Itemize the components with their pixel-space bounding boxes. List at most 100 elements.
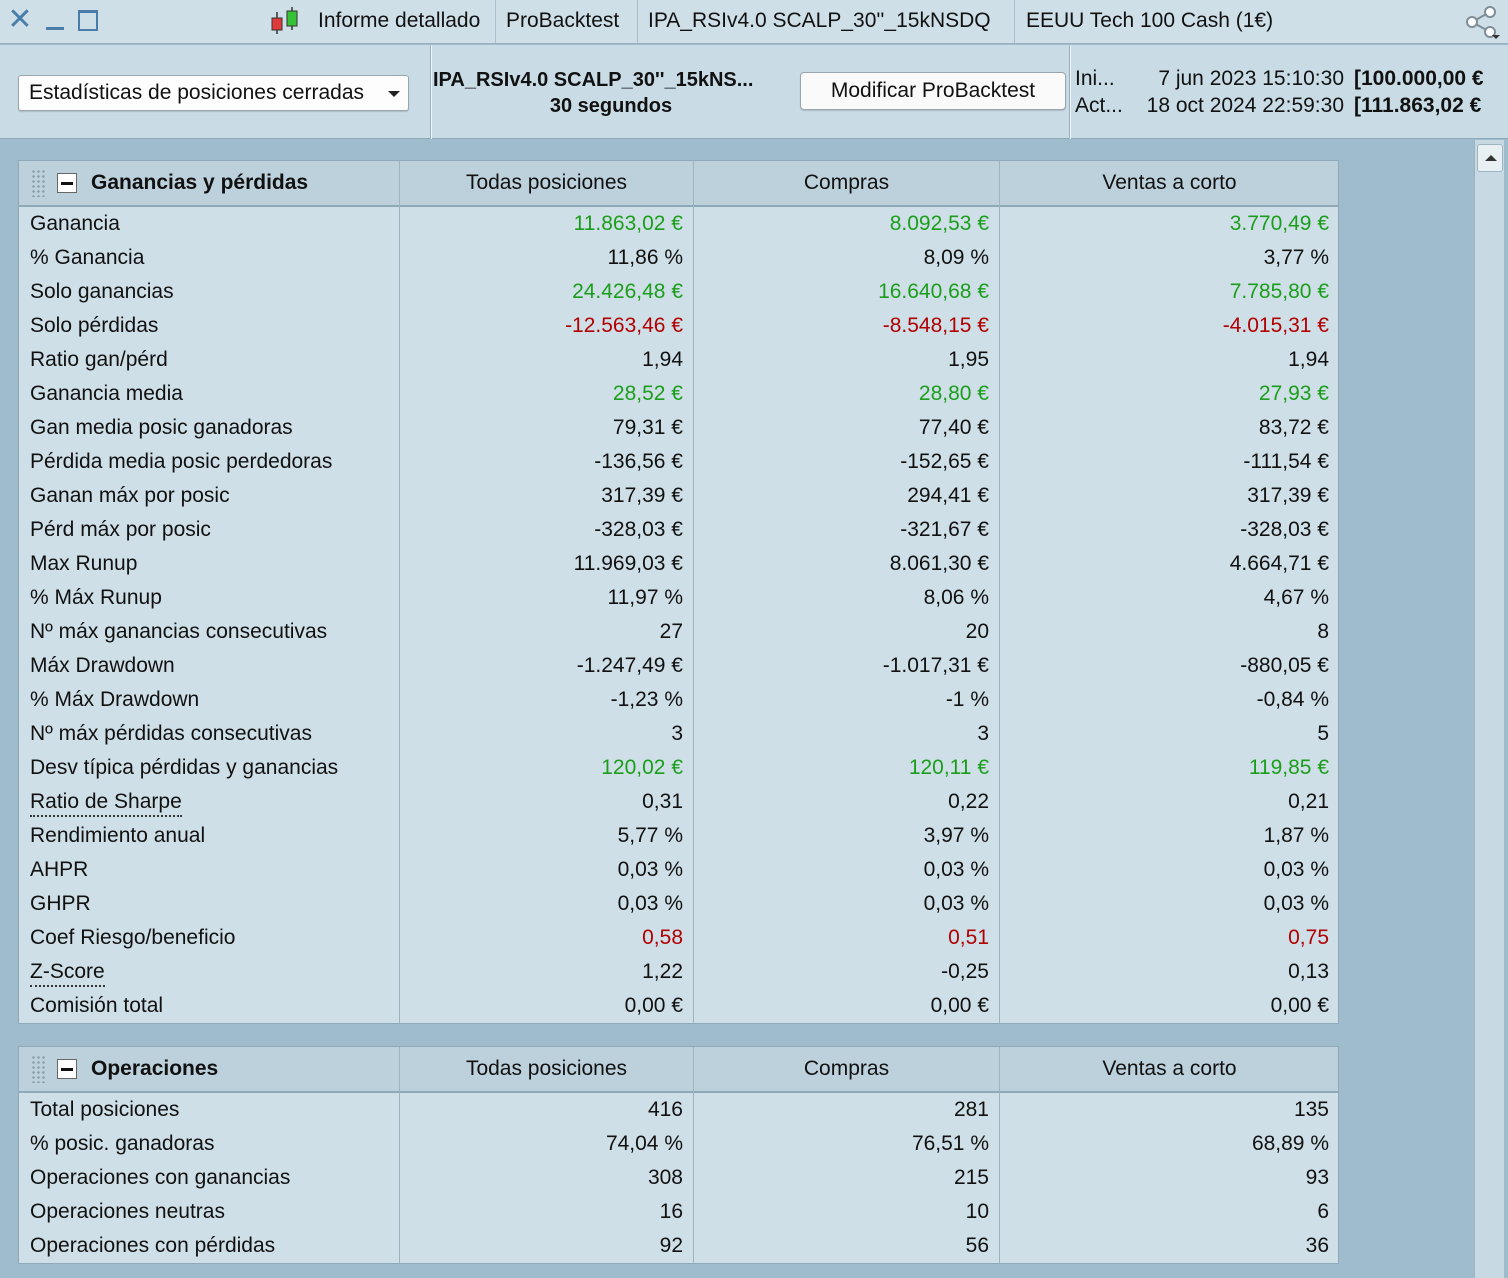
row-label-text: Máx Drawdown: [30, 654, 175, 677]
row-label: Ganancia: [30, 207, 120, 241]
value-shorts: 6: [1317, 1200, 1329, 1223]
value-buys: 0,03 %: [923, 892, 989, 915]
row-label-text[interactable]: Ratio de Sharpe: [30, 789, 182, 817]
value-shorts: -0,84 %: [1256, 688, 1329, 711]
value-shorts: 5: [1317, 722, 1329, 745]
value-all: 3: [671, 722, 683, 745]
maximize-icon[interactable]: [74, 6, 102, 34]
value-shorts: 27,93 €: [1258, 382, 1329, 405]
share-icon[interactable]: [1462, 4, 1502, 40]
pnl-rows: Ganancia 11.863,02 € 8.092,53 € 3.770,49 €%…: [19, 207, 1338, 1023]
value-buys: 8.092,53 €: [889, 212, 989, 235]
value-shorts: 83,72 €: [1258, 416, 1329, 439]
row-label: Coef Riesgo/beneficio: [30, 921, 235, 955]
pnl-title: Ganancias y pérdidas: [91, 171, 309, 194]
value-buys: -1 %: [945, 688, 989, 711]
value-buys: -8.548,15 €: [882, 314, 989, 337]
table-row: Operaciones con ganancias 308 215 93: [19, 1161, 1338, 1195]
table-row: Gan media posic ganadoras 79,31 € 77,40 € 8…: [19, 411, 1338, 445]
table-row: AHPR 0,03 % 0,03 % 0,03 %: [19, 853, 1338, 887]
table-row: Pérd máx por posic -328,03 € -321,67 € -328…: [19, 513, 1338, 547]
table-row: Comisión total 0,00 € 0,00 € 0,00 €: [19, 989, 1338, 1023]
row-label: Nº máx ganancias consecutivas: [30, 615, 327, 649]
row-label: Operaciones neutras: [30, 1195, 225, 1229]
value-all: 0,03 %: [617, 858, 683, 881]
table-row: % Máx Runup 11,97 % 8,06 % 4,67 %: [19, 581, 1338, 615]
table-row: Operaciones neutras 16 10 6: [19, 1195, 1338, 1229]
value-all: 24.426,48 €: [572, 280, 683, 303]
value-all: 11,86 %: [607, 246, 684, 269]
value-buys: 3,97 %: [923, 824, 989, 847]
column-header-all: Todas posiciones: [465, 1057, 628, 1080]
value-buys: 16.640,68 €: [878, 280, 989, 303]
current-capital: [111.863,02 €: [1354, 94, 1482, 117]
drag-handle-icon[interactable]: [31, 1055, 47, 1083]
table-row: Operaciones con pérdidas 92 56 36: [19, 1229, 1338, 1263]
row-label: % Ganancia: [30, 241, 144, 275]
value-all: -12.563,46 €: [565, 314, 683, 337]
row-label: Ganancia media: [30, 377, 183, 411]
table-row: Ganancia 11.863,02 € 8.092,53 € 3.770,49 €: [19, 207, 1338, 241]
start-label: Ini...: [1075, 67, 1115, 90]
value-buys: 1,95: [948, 348, 989, 371]
row-label-text: Ratio gan/pérd: [30, 348, 168, 371]
tab-strategy[interactable]: IPA_RSIv4.0 SCALP_30''_15kNSDQ: [648, 9, 991, 32]
table-row: Ratio de Sharpe 0,31 0,22 0,21: [19, 785, 1338, 819]
tab-instrument[interactable]: EEUU Tech 100 Cash (1€): [1026, 9, 1274, 32]
value-shorts: 36: [1305, 1234, 1329, 1257]
report-toolbar: Estadísticas de posiciones cerradas IPA_…: [0, 45, 1508, 139]
row-label: Pérd máx por posic: [30, 513, 211, 547]
vertical-scrollbar[interactable]: [1474, 140, 1504, 1278]
strategy-name: IPA_RSIv4.0 SCALP_30''_15kNS...: [433, 69, 754, 91]
tab-probacktest[interactable]: ProBacktest: [506, 9, 620, 32]
table-row: Nº máx ganancias consecutivas 27 20 8: [19, 615, 1338, 649]
value-all: 11,97 %: [607, 586, 684, 609]
operations-panel: Operaciones Todas posiciones Compras Ven…: [18, 1046, 1339, 1264]
value-buys: 0,03 %: [923, 858, 989, 881]
value-shorts: 4,67 %: [1263, 586, 1329, 609]
row-label-text: % Máx Drawdown: [30, 688, 200, 711]
row-label-text: Operaciones con ganancias: [30, 1166, 291, 1189]
row-label: Máx Drawdown: [30, 649, 175, 683]
value-buys: 215: [953, 1166, 989, 1189]
value-all: -1,23 %: [610, 688, 683, 711]
stats-type-dropdown[interactable]: Estadísticas de posiciones cerradas: [18, 75, 409, 111]
value-buys: -0,25: [941, 960, 989, 983]
table-row: Solo ganancias 24.426,48 € 16.640,68 € 7.78…: [19, 275, 1338, 309]
row-label-text[interactable]: Z-Score: [30, 959, 105, 987]
value-all: 1,94: [642, 348, 683, 371]
scroll-up-button[interactable]: [1477, 144, 1503, 172]
value-buys: 281: [953, 1098, 989, 1121]
table-row: % posic. ganadoras 74,04 % 76,51 % 68,89 %: [19, 1127, 1338, 1161]
current-date: 18 oct 2024 22:59:30: [1146, 94, 1344, 117]
value-shorts: 317,39 €: [1247, 484, 1329, 507]
value-buys: 56: [965, 1234, 989, 1257]
modify-probacktest-button[interactable]: Modificar ProBacktest: [800, 72, 1066, 110]
value-shorts: 0,13: [1288, 960, 1329, 983]
value-buys: 120,11 €: [908, 756, 989, 779]
minimize-icon[interactable]: [42, 6, 70, 34]
row-label-text: Operaciones con pérdidas: [30, 1234, 276, 1257]
value-all: 317,39 €: [601, 484, 683, 507]
value-all: 79,31 €: [612, 416, 683, 439]
value-buys: 294,41 €: [907, 484, 989, 507]
table-row: Solo pérdidas -12.563,46 € -8.548,15 € -4.0…: [19, 309, 1338, 343]
row-label-text: Desv típica pérdidas y ganancias: [30, 756, 339, 779]
value-all: 0,00 €: [624, 994, 683, 1017]
row-label-text: Max Runup: [30, 552, 138, 575]
tab-detailed-report[interactable]: Informe detallado: [318, 9, 481, 32]
row-label[interactable]: Z-Score: [30, 955, 105, 989]
table-row: GHPR 0,03 % 0,03 % 0,03 %: [19, 887, 1338, 921]
start-date: 7 jun 2023 15:10:30: [1158, 67, 1344, 90]
row-label-text: AHPR: [30, 858, 89, 881]
table-row: Nº máx pérdidas consecutivas 3 3 5: [19, 717, 1338, 751]
row-label-text: Nº máx ganancias consecutivas: [30, 620, 328, 643]
drag-handle-icon[interactable]: [31, 169, 47, 197]
close-icon[interactable]: ✕: [7, 3, 33, 36]
collapse-icon[interactable]: [57, 1059, 77, 1079]
column-header-buys: Compras: [803, 171, 890, 194]
value-shorts: 3.770,49 €: [1229, 212, 1329, 235]
row-label[interactable]: Ratio de Sharpe: [30, 785, 182, 819]
row-label: Operaciones con ganancias: [30, 1161, 290, 1195]
collapse-icon[interactable]: [57, 173, 77, 193]
